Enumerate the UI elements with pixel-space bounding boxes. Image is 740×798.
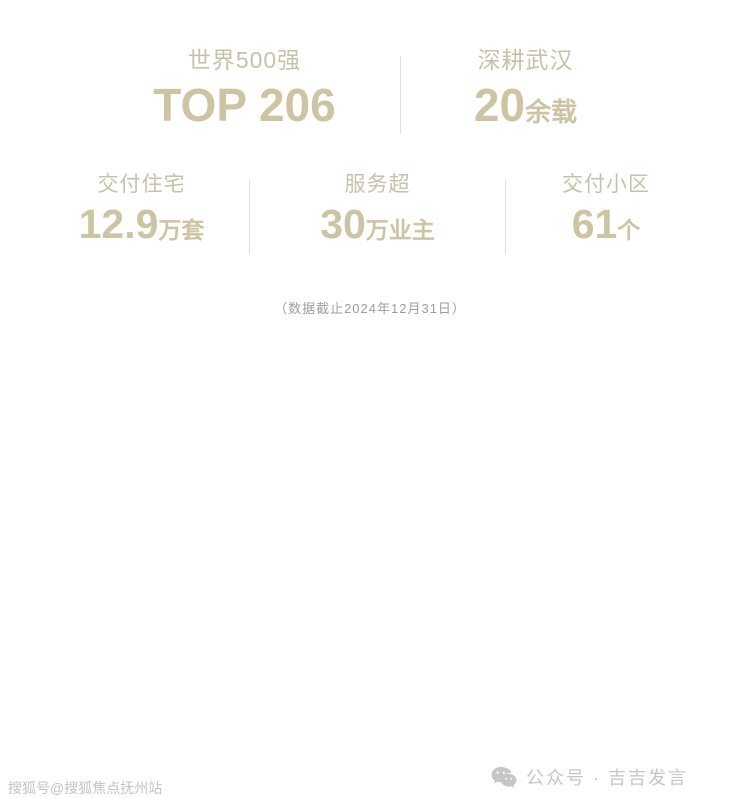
stat-label: 深耕武汉 xyxy=(477,47,574,73)
data-cutoff-footnote: （数据截止2024年12月31日） xyxy=(274,301,466,316)
stat-divider xyxy=(249,180,250,254)
stat-wuhan-years: 深耕武汉 20 余载 xyxy=(401,46,651,129)
stat-served-owners: 服务超 30 万业主 xyxy=(250,172,505,246)
stat-label: 交付住宅 xyxy=(97,173,186,196)
wechat-account-tag: 公众号 · 吉吉发言 xyxy=(491,764,688,790)
stat-delivered-communities: 交付小区 61 个 xyxy=(506,172,706,246)
stat-world-top500: 世界500强 TOP 206 xyxy=(90,46,400,129)
sohu-account-watermark: 搜狐号@搜狐焦点抚州站 xyxy=(8,780,163,796)
stat-value: 20 余载 xyxy=(473,78,578,131)
stat-value-number: 12.9 xyxy=(78,201,159,248)
stat-value: 12.9 万套 xyxy=(79,203,205,246)
stat-value-suffix: 万业主 xyxy=(365,217,435,244)
stat-delivered-homes: 交付住宅 12.9 万套 xyxy=(34,172,249,246)
stat-value-number: TOP 206 xyxy=(153,78,336,131)
stat-value: 61 个 xyxy=(572,203,641,246)
stat-value-number: 30 xyxy=(320,201,366,248)
stat-divider xyxy=(399,56,401,134)
stat-value: 30 万业主 xyxy=(320,203,435,246)
stats-row-bottom: 交付住宅 12.9 万套 服务超 30 万业主 交付小区 61 个 xyxy=(0,172,740,264)
stats-row-top: 世界500强 TOP 206 深耕武汉 20 余载 xyxy=(0,46,740,146)
stat-label: 交付小区 xyxy=(562,173,650,196)
wechat-icon xyxy=(491,766,517,788)
stat-value-suffix: 余载 xyxy=(525,96,578,127)
bottom-bar: 搜狐号@搜狐焦点抚州站 公众号 · 吉吉发言 xyxy=(0,378,740,796)
stat-divider xyxy=(505,180,506,254)
stat-value-number: 61 xyxy=(571,201,618,248)
stat-label: 服务超 xyxy=(344,173,411,196)
stats-infographic: 世界500强 TOP 206 深耕武汉 20 余载 交付住宅 12.9 万套 服… xyxy=(0,0,740,378)
stat-label: 世界500强 xyxy=(187,47,302,73)
stat-value-suffix: 万套 xyxy=(158,217,205,244)
wechat-account-label: 公众号 · 吉吉发言 xyxy=(526,768,688,788)
stat-value-number: 20 xyxy=(473,78,526,131)
stat-value: TOP 206 xyxy=(153,78,336,131)
stat-value-suffix: 个 xyxy=(617,217,641,244)
